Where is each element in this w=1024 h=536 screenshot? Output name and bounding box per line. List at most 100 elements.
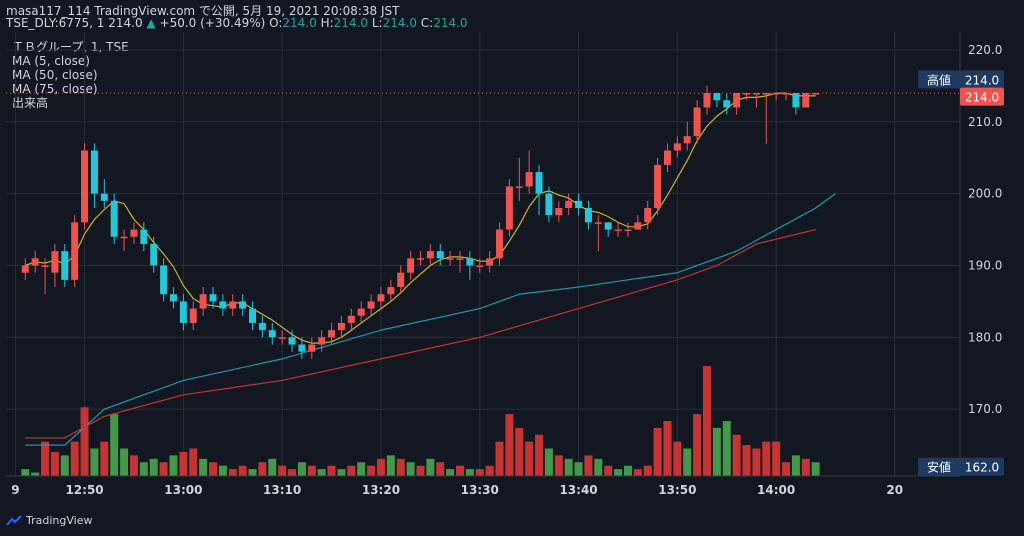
volume-bar bbox=[446, 469, 455, 476]
volume-bar bbox=[139, 462, 148, 476]
volume-bar bbox=[396, 458, 405, 476]
volume-bar bbox=[564, 458, 573, 476]
x-tick-label: 12:50 bbox=[65, 483, 103, 497]
volume-bar bbox=[456, 465, 464, 476]
volume-bar bbox=[228, 469, 237, 476]
candle-body bbox=[71, 222, 79, 280]
volume-bar bbox=[149, 458, 158, 476]
last-price-tag-value: 214.0 bbox=[965, 91, 999, 105]
candle-body bbox=[446, 258, 454, 260]
symbol-label: TSE_DLY:6775, 1 bbox=[6, 16, 105, 30]
volume-bar bbox=[811, 462, 820, 476]
volume-bar bbox=[50, 451, 59, 476]
x-tick-label: 13:30 bbox=[461, 483, 499, 497]
volume-bars bbox=[21, 366, 820, 476]
candle-body bbox=[298, 344, 306, 352]
candle-body bbox=[407, 258, 415, 273]
low-value: 214.0 bbox=[382, 16, 417, 30]
volume-bar bbox=[120, 448, 129, 476]
open-value: 214.0 bbox=[282, 16, 317, 30]
volume-bar bbox=[248, 469, 257, 476]
volume-bar bbox=[683, 448, 692, 476]
x-tick-label: 13:10 bbox=[263, 483, 301, 497]
volume-bar bbox=[199, 458, 208, 476]
low-tag-value: 162.0 bbox=[965, 461, 999, 475]
candle-body bbox=[466, 258, 474, 266]
low-tag-value-bg bbox=[960, 457, 1004, 476]
high-tag-value: 214.0 bbox=[965, 73, 999, 87]
volume-bar bbox=[505, 414, 514, 476]
volume-bar bbox=[159, 462, 168, 476]
volume-bar bbox=[179, 451, 188, 476]
volume-bar bbox=[307, 465, 316, 476]
candle-body bbox=[812, 93, 820, 95]
candle-body bbox=[426, 251, 434, 259]
candle-body bbox=[505, 186, 513, 230]
volume-bar bbox=[801, 458, 810, 476]
candle-body bbox=[496, 229, 504, 259]
volume-bar bbox=[752, 448, 761, 476]
legend-ma5[interactable]: MA (5, close) bbox=[12, 54, 90, 68]
legend-ma50[interactable]: MA (50, close) bbox=[12, 68, 98, 82]
candle-body bbox=[21, 265, 29, 273]
chart-legend: ＴＢグループ, 1, TSE MA (5, close) MA (50, clo… bbox=[12, 40, 129, 110]
candle-body bbox=[792, 93, 800, 108]
candle-body bbox=[120, 236, 128, 239]
price-change: +50.0 (+30.49%) bbox=[159, 16, 266, 30]
volume-bar bbox=[791, 455, 800, 476]
candles bbox=[21, 85, 820, 359]
volume-bar bbox=[297, 462, 306, 476]
candle-body bbox=[752, 93, 760, 95]
candle-body bbox=[733, 93, 741, 108]
volume-bar bbox=[703, 366, 711, 476]
axes: 220.0 210.0 200.0 190.0 180.0 170.0 9 12:50 13:0… bbox=[6, 32, 1004, 497]
x-tick-label: 20 bbox=[886, 483, 903, 497]
volume-bar bbox=[653, 427, 662, 476]
candle-body bbox=[683, 136, 691, 144]
tradingview-logo-icon bbox=[6, 514, 22, 526]
volume-bar bbox=[268, 458, 277, 476]
low-tag-label: 安値 bbox=[927, 460, 951, 475]
volume-bar bbox=[278, 465, 287, 476]
volume-bar bbox=[347, 465, 356, 476]
y-tick-label: 180.0 bbox=[968, 330, 1002, 344]
candle-body bbox=[545, 193, 553, 216]
candle-body bbox=[367, 301, 375, 309]
candle-body bbox=[130, 229, 138, 237]
volume-bar bbox=[426, 458, 435, 476]
volume-bar bbox=[169, 455, 178, 476]
publish-info: masa117_114 TradingView.com で公開, 5月 19, … bbox=[6, 4, 400, 18]
candle-body bbox=[654, 164, 662, 209]
candle-body bbox=[594, 222, 602, 224]
candle-body bbox=[169, 294, 177, 302]
candle-body bbox=[634, 222, 642, 230]
footer-brand[interactable]: TradingView bbox=[6, 514, 92, 527]
volume-bar bbox=[584, 455, 593, 476]
ma75-line bbox=[25, 228, 816, 439]
legend-title[interactable]: ＴＢグループ, 1, TSE bbox=[12, 40, 129, 54]
legend-volume[interactable]: 出来高 bbox=[12, 96, 49, 110]
volume-bar bbox=[90, 448, 99, 476]
candle-body bbox=[802, 93, 810, 108]
candle-body bbox=[61, 251, 69, 280]
close-value: 214.0 bbox=[433, 16, 468, 30]
open-label: O: bbox=[269, 16, 283, 30]
candle-body bbox=[258, 322, 266, 331]
volume-bar bbox=[673, 441, 682, 476]
volume-bar bbox=[594, 458, 603, 476]
candle-body bbox=[604, 222, 612, 230]
candle-body bbox=[140, 229, 148, 244]
volume-bar bbox=[80, 407, 89, 476]
volume-bar bbox=[376, 458, 385, 476]
volume-bar bbox=[614, 469, 623, 476]
y-tick-label: 210.0 bbox=[968, 115, 1002, 129]
candle-body bbox=[515, 186, 523, 188]
volume-bar bbox=[515, 427, 524, 476]
candle-body bbox=[90, 150, 98, 194]
volume-bar bbox=[742, 445, 751, 476]
legend-ma75[interactable]: MA (75, close) bbox=[12, 82, 98, 96]
volume-bar bbox=[386, 455, 395, 476]
volume-bar bbox=[782, 462, 791, 476]
volume-bar bbox=[218, 465, 227, 476]
